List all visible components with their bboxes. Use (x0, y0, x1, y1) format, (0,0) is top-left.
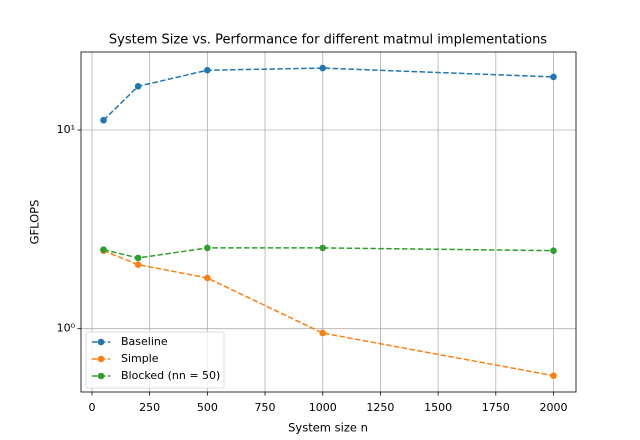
legend-label: Baseline (121, 335, 168, 348)
data-point (134, 82, 142, 90)
data-point (100, 116, 107, 124)
legend: Baseline Simple Blocked (nn = 50) (85, 331, 225, 389)
data-point (550, 247, 557, 254)
x-tick-label: 500 (197, 401, 218, 414)
x-tick-label: 0 (88, 401, 95, 414)
series-line (102, 67, 554, 121)
legend-label: Blocked (nn = 50) (121, 369, 220, 382)
x-tick-label: 250 (139, 401, 160, 414)
x-tick-label: 1750 (482, 401, 510, 414)
data-point (319, 244, 327, 252)
legend-marker (97, 355, 105, 363)
legend-marker (97, 338, 105, 346)
x-tick-label: 2000 (540, 401, 568, 414)
data-point (319, 329, 327, 337)
legend-box (85, 331, 225, 389)
x-tick-label: 1250 (366, 401, 394, 414)
data-point (134, 261, 142, 268)
data-point (319, 64, 327, 72)
chart-title: System Size vs. Performance for differen… (109, 33, 547, 48)
data-point (100, 246, 107, 253)
data-point (550, 372, 557, 379)
y-tick-label: 10⁰ (57, 322, 76, 335)
legend-label: Simple (121, 352, 159, 365)
x-tick-label: 1500 (424, 401, 452, 414)
legend-marker (97, 372, 105, 380)
data-point (134, 254, 142, 262)
data-point (550, 73, 557, 81)
data-point (204, 66, 211, 74)
plot-frame (80, 51, 577, 393)
data-point (204, 244, 211, 252)
x-tick-label: 1000 (309, 401, 337, 414)
data-point (204, 274, 211, 282)
x-axis-label: System size n (288, 421, 368, 435)
series-line (103, 247, 554, 259)
y-tick-label: 10¹ (57, 123, 75, 136)
y-axis-label: GFLOPS (28, 200, 42, 245)
x-tick-label: 750 (255, 401, 276, 414)
